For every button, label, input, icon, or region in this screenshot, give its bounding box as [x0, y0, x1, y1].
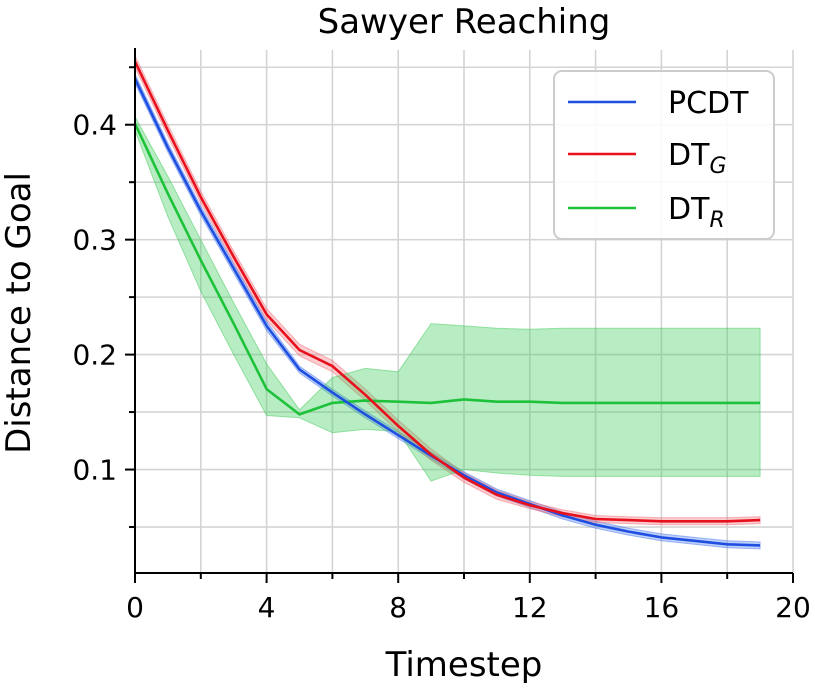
- x-tick-label: 0: [126, 591, 144, 624]
- series-lines: [133, 60, 761, 547]
- y-axis-title: Distance to Goal: [0, 172, 39, 454]
- x-tick-label: 8: [389, 591, 407, 624]
- x-axis-title: Timestep: [385, 645, 543, 685]
- line-dt-r: [133, 123, 761, 416]
- axes: 0 4 8 12 16 20 0.1 0.2 0.3 0.4: [72, 48, 811, 624]
- y-tick-label: 0.4: [72, 109, 117, 142]
- confidence-bands: [134, 55, 761, 550]
- y-tick-label: 0.3: [72, 224, 117, 257]
- y-tick-label: 0.2: [72, 339, 117, 372]
- y-tick-label: 0.1: [72, 454, 117, 487]
- x-tick-label: 12: [512, 591, 548, 624]
- band-dt-r: [134, 116, 761, 482]
- x-tick-label: 4: [258, 591, 276, 624]
- chart-title: Sawyer Reaching: [318, 2, 611, 42]
- legend-box: [553, 70, 775, 240]
- legend-label-dt-r: DTR: [668, 192, 725, 233]
- line-dt-g: [133, 60, 761, 523]
- legend: PCDT DTG DTR: [553, 70, 775, 240]
- legend-label-dt-g: DTG: [668, 138, 727, 179]
- legend-label-pcdt: PCDT: [668, 86, 749, 121]
- x-tick-label: 20: [775, 591, 811, 624]
- x-tick-label: 16: [644, 591, 680, 624]
- band-dt-g: [134, 55, 761, 526]
